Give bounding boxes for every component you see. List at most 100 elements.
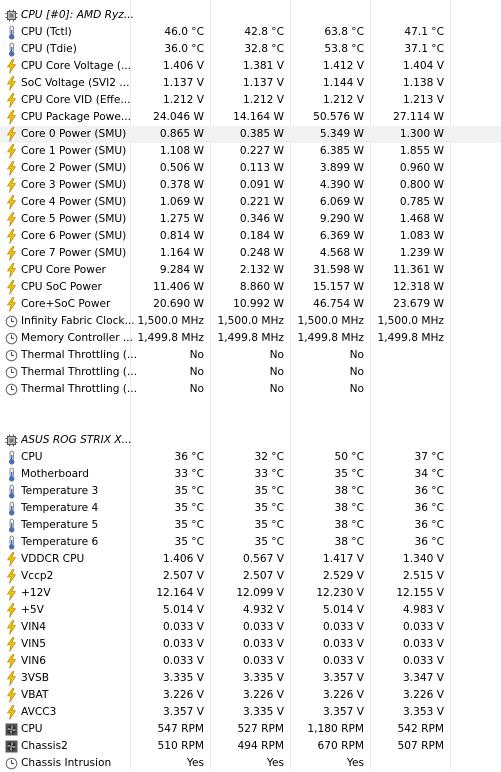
sensor-label: Vccp2: [21, 570, 54, 582]
section-header[interactable]: CPU [#0]: AMD Ryz...: [0, 7, 501, 24]
current-value: 36.0 °C: [164, 43, 204, 55]
sensor-row[interactable]: VIN5 0.033 V 0.033 V 0.033 V 0.033 V: [0, 636, 501, 653]
current-value: 46.0 °C: [164, 26, 204, 38]
column-divider: [290, 0, 291, 769]
sensor-row[interactable]: Core 6 Power (SMU) 0.814 W 0.184 W 6.369 W 1…: [0, 228, 501, 245]
sensor-row[interactable]: CPU SoC Power 11.406 W 8.860 W 15.157 W 12.3…: [0, 279, 501, 296]
current-value: 11.406 W: [153, 281, 204, 293]
current-value: 3.357 V: [163, 706, 204, 718]
sensor-row[interactable]: Temperature 3 35 °C 35 °C 38 °C 36 °C: [0, 483, 501, 500]
sensor-row[interactable]: Chassis Intrusion Yes Yes Yes: [0, 755, 501, 772]
lightning-icon: [5, 620, 18, 635]
sensor-row[interactable]: SoC Voltage (SVI2 ... 1.137 V 1.137 V 1.144…: [0, 75, 501, 92]
sensor-row[interactable]: Vccp2 2.507 V 2.507 V 2.529 V 2.515 V: [0, 568, 501, 585]
sensor-row[interactable]: Infinity Fabric Clock... 1,500.0 MHz 1,500…: [0, 313, 501, 330]
average-value: 0.960 W: [399, 162, 444, 174]
current-value: 1.137 V: [163, 77, 204, 89]
sensor-row[interactable]: CPU (Tctl) 46.0 °C 42.8 °C 63.8 °C 47.1 °C: [0, 24, 501, 41]
sensor-row[interactable]: CPU 36 °C 32 °C 50 °C 37 °C: [0, 449, 501, 466]
sensor-row[interactable]: Temperature 5 35 °C 35 °C 38 °C 36 °C: [0, 517, 501, 534]
minimum-value: 32.8 °C: [244, 43, 284, 55]
current-value: 24.046 W: [153, 111, 204, 123]
sensor-row[interactable]: CPU Core Power 9.284 W 2.132 W 31.598 W 11.3…: [0, 262, 501, 279]
sensor-row[interactable]: 3VSB 3.335 V 3.335 V 3.357 V 3.347 V: [0, 670, 501, 687]
average-value: 1.083 W: [399, 230, 444, 242]
sensor-row[interactable]: VIN4 0.033 V 0.033 V 0.033 V 0.033 V: [0, 619, 501, 636]
maximum-value: 12.230 V: [316, 587, 364, 599]
sensor-row[interactable]: Core 5 Power (SMU) 1.275 W 0.346 W 9.290 W 1…: [0, 211, 501, 228]
maximum-value: 6.385 W: [319, 145, 364, 157]
sensor-row[interactable]: Core 0 Power (SMU) 0.865 W 0.385 W 5.349 W 1…: [0, 126, 501, 143]
sensor-row[interactable]: VIN6 0.033 V 0.033 V 0.033 V 0.033 V: [0, 653, 501, 670]
average-value: 3.226 V: [403, 689, 444, 701]
sensor-row[interactable]: CPU Core Voltage (... 1.406 V 1.381 V 1.412…: [0, 58, 501, 75]
current-value: 1.108 W: [159, 145, 204, 157]
minimum-value: 0.346 W: [239, 213, 284, 225]
section-header[interactable]: ASUS ROG STRIX X...: [0, 432, 501, 449]
sensor-row[interactable]: Temperature 4 35 °C 35 °C 38 °C 36 °C: [0, 500, 501, 517]
sensor-row[interactable]: +5V 5.014 V 4.932 V 5.014 V 4.983 V: [0, 602, 501, 619]
sensor-row[interactable]: CPU Package Powe... 24.046 W 14.164 W 50.57…: [0, 109, 501, 126]
sensor-label: Core 5 Power (SMU): [21, 213, 127, 225]
thermometer-icon: [5, 518, 18, 533]
sensor-row[interactable]: Thermal Throttling (... No No No: [0, 364, 501, 381]
current-value: 35 °C: [174, 536, 204, 548]
sensor-row[interactable]: Thermal Throttling (... No No No: [0, 381, 501, 398]
sensor-row[interactable]: Memory Controller ... 1,499.8 MHz 1,499.8 …: [0, 330, 501, 347]
sensor-label: AVCC3: [21, 706, 57, 718]
minimum-value: 35 °C: [254, 519, 284, 531]
section-title: ASUS ROG STRIX X...: [21, 434, 132, 446]
sensor-row[interactable]: Motherboard 33 °C 33 °C 35 °C 34 °C: [0, 466, 501, 483]
lightning-icon: [5, 569, 18, 584]
current-value: 0.378 W: [159, 179, 204, 191]
maximum-value: 1,500.0 MHz: [297, 315, 364, 327]
sensor-label: SoC Voltage (SVI2 ...: [21, 77, 130, 89]
sensor-label: VDDCR CPU: [21, 553, 85, 565]
sensor-row[interactable]: CPU Core VID (Effe... 1.212 V 1.212 V 1.212…: [0, 92, 501, 109]
average-value: 36 °C: [414, 536, 444, 548]
average-value: 47.1 °C: [404, 26, 444, 38]
current-value: 1,499.8 MHz: [137, 332, 204, 344]
current-value: 1,500.0 MHz: [137, 315, 204, 327]
lightning-icon: [5, 654, 18, 669]
minimum-value: No: [269, 349, 284, 361]
sensor-row[interactable]: Core 4 Power (SMU) 1.069 W 0.221 W 6.069 W 0…: [0, 194, 501, 211]
current-value: 35 °C: [174, 519, 204, 531]
sensor-row[interactable]: +12V 12.164 V 12.099 V 12.230 V 12.155 V: [0, 585, 501, 602]
sensor-row[interactable]: Core 1 Power (SMU) 1.108 W 0.227 W 6.385 W 1…: [0, 143, 501, 160]
minimum-value: 2.132 W: [239, 264, 284, 276]
clock-icon: [5, 756, 18, 771]
sensor-row[interactable]: Core 7 Power (SMU) 1.164 W 0.248 W 4.568 W 1…: [0, 245, 501, 262]
current-value: 0.865 W: [159, 128, 204, 140]
sensor-label: VIN6: [21, 655, 47, 667]
maximum-value: 0.033 V: [323, 638, 364, 650]
maximum-value: 4.390 W: [319, 179, 364, 191]
sensor-label: CPU (Tdie): [21, 43, 77, 55]
sensor-row[interactable]: Core+SoC Power 20.690 W 10.992 W 46.754 W 23…: [0, 296, 501, 313]
sensor-row[interactable]: Chassis2 510 RPM 494 RPM 670 RPM 507 RPM: [0, 738, 501, 755]
sensor-row[interactable]: Thermal Throttling (... No No No: [0, 347, 501, 364]
minimum-value: 3.335 V: [243, 672, 284, 684]
sensor-label: CPU Core VID (Effe...: [21, 94, 131, 106]
sensor-row[interactable]: Core 3 Power (SMU) 0.378 W 0.091 W 4.390 W 0…: [0, 177, 501, 194]
lightning-icon: [5, 280, 18, 295]
sensor-label: CPU: [21, 451, 43, 463]
average-value: 1.855 W: [399, 145, 444, 157]
sensor-row[interactable]: CPU 547 RPM 527 RPM 1,180 RPM 542 RPM: [0, 721, 501, 738]
lightning-icon: [5, 297, 18, 312]
sensor-row[interactable]: Core 2 Power (SMU) 0.506 W 0.113 W 3.899 W 0…: [0, 160, 501, 177]
sensor-label: Thermal Throttling (...: [21, 383, 138, 395]
lightning-icon: [5, 637, 18, 652]
maximum-value: 15.157 W: [313, 281, 364, 293]
minimum-value: 0.033 V: [243, 638, 284, 650]
sensor-row[interactable]: VDDCR CPU 1.406 V 0.567 V 1.417 V 1.340 V: [0, 551, 501, 568]
average-value: 1,500.0 MHz: [377, 315, 444, 327]
sensor-row[interactable]: CPU (Tdie) 36.0 °C 32.8 °C 53.8 °C 37.1 °C: [0, 41, 501, 58]
sensor-row[interactable]: Temperature 6 35 °C 35 °C 38 °C 36 °C: [0, 534, 501, 551]
minimum-value: 10.992 W: [233, 298, 284, 310]
average-value: 1.340 V: [403, 553, 444, 565]
current-value: 5.014 V: [163, 604, 204, 616]
sensor-label: Core 6 Power (SMU): [21, 230, 127, 242]
sensor-row[interactable]: AVCC3 3.357 V 3.335 V 3.357 V 3.353 V: [0, 704, 501, 721]
sensor-row[interactable]: VBAT 3.226 V 3.226 V 3.226 V 3.226 V: [0, 687, 501, 704]
